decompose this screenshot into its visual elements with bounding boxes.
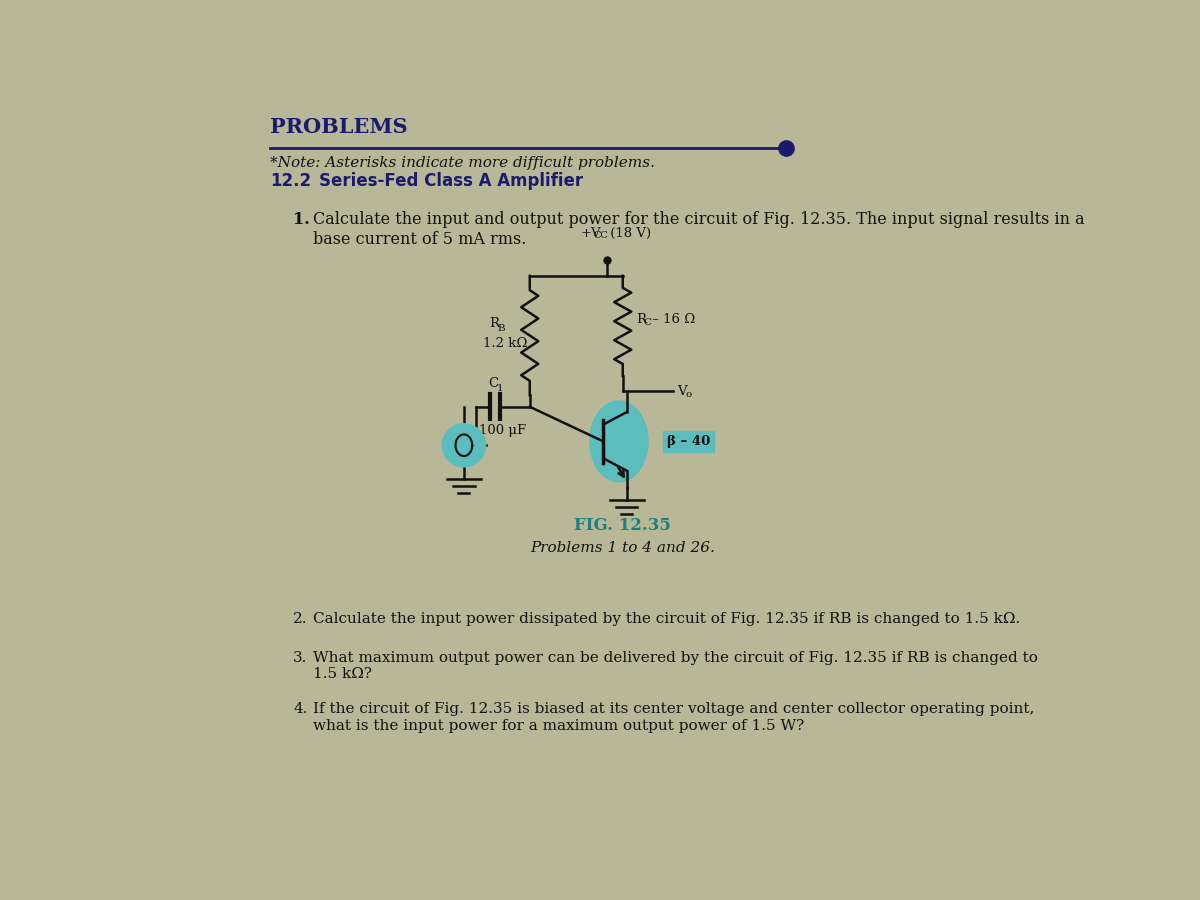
Text: 4.: 4.	[293, 702, 308, 716]
Text: 100 μF: 100 μF	[479, 424, 527, 436]
Text: If the circuit of Fig. 12.35 is biased at its center voltage and center collecto: If the circuit of Fig. 12.35 is biased a…	[313, 702, 1034, 733]
Text: V: V	[677, 385, 686, 398]
Text: 1.: 1.	[293, 212, 310, 229]
Text: C: C	[643, 319, 652, 328]
Text: 2.: 2.	[293, 612, 308, 626]
Text: – 16 Ω: – 16 Ω	[648, 313, 696, 327]
Text: β – 40: β – 40	[667, 435, 710, 448]
Text: Calculate the input power dissipated by the circuit of Fig. 12.35 if RB is chang: Calculate the input power dissipated by …	[313, 612, 1020, 626]
Text: (18 V): (18 V)	[606, 228, 650, 240]
Text: C: C	[488, 377, 499, 390]
Text: R: R	[637, 313, 647, 327]
Text: o: o	[685, 390, 691, 399]
Text: 3.: 3.	[293, 651, 307, 665]
Text: *Note: Asterisks indicate more difficult problems.: *Note: Asterisks indicate more difficult…	[270, 156, 655, 169]
Circle shape	[442, 424, 486, 467]
Ellipse shape	[590, 401, 648, 482]
Text: R: R	[490, 318, 499, 330]
Text: B: B	[497, 324, 505, 333]
Text: Problems 1 to 4 and 26.: Problems 1 to 4 and 26.	[530, 541, 715, 554]
Text: 1: 1	[497, 384, 504, 393]
Text: CC: CC	[593, 231, 608, 240]
Text: +V: +V	[580, 228, 601, 240]
Text: 1.2 kΩ: 1.2 kΩ	[484, 337, 528, 350]
Text: Calculate the input and output power for the circuit of Fig. 12.35. The input si: Calculate the input and output power for…	[313, 212, 1085, 248]
Text: What maximum output power can be delivered by the circuit of Fig. 12.35 if RB is: What maximum output power can be deliver…	[313, 651, 1038, 681]
Text: 12.2: 12.2	[270, 173, 311, 191]
Text: PROBLEMS: PROBLEMS	[270, 117, 408, 138]
Text: FIG. 12.35: FIG. 12.35	[575, 517, 671, 534]
Text: Series-Fed Class A Amplifier: Series-Fed Class A Amplifier	[319, 173, 583, 191]
